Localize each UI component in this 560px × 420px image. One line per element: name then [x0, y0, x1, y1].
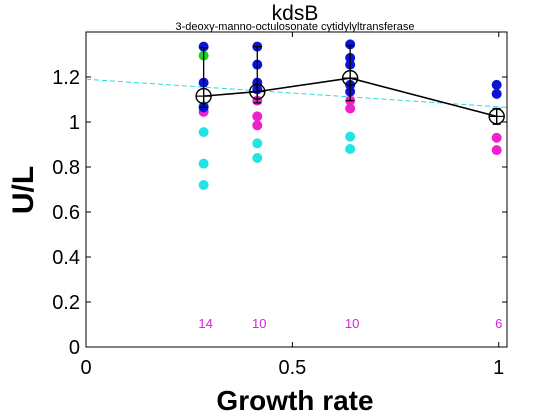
- point-magenta-6: [491, 132, 502, 143]
- count-label-2: 10: [345, 316, 359, 331]
- y-tick-label-1: 0.2: [52, 292, 80, 314]
- count-label-0: 14: [198, 316, 212, 331]
- x-tick-label-0: 0: [80, 357, 91, 379]
- point-blue-13: [491, 88, 502, 99]
- counts-layer: 14 10 10 6: [198, 316, 502, 331]
- point-blue-7: [345, 39, 356, 50]
- point-magenta-2: [252, 111, 263, 122]
- point-cyan-2: [198, 180, 209, 190]
- x-axis-label: Growth rate: [216, 385, 373, 416]
- point-cyan-1: [198, 158, 209, 169]
- chart-title: kdsB: [272, 2, 319, 25]
- y-axis-label: U/L: [7, 166, 40, 214]
- point-magenta-7: [491, 145, 502, 156]
- point-blue-12: [491, 79, 502, 90]
- y-tick-label-4: 0.8: [52, 157, 80, 179]
- count-label-1: 10: [252, 316, 266, 331]
- y-tick-label-2: 0.4: [52, 247, 80, 269]
- point-cyan-4: [252, 153, 263, 163]
- ticks-layer: 0 0.5 100.20.40.60.811.2: [52, 32, 507, 379]
- point-magenta-5: [345, 103, 356, 114]
- point-cyan-5: [345, 131, 356, 142]
- point-magenta-3: [252, 120, 263, 131]
- trend-layer: [85, 78, 508, 108]
- plot-frame: [85, 31, 508, 348]
- mean-line: [203, 77, 497, 118]
- point-cyan-0: [198, 127, 209, 138]
- y-tick-label-3: 0.6: [52, 202, 80, 224]
- x-tick-label-2: 1: [493, 357, 504, 379]
- trend-line: [85, 78, 508, 108]
- chart-subtitle: 3-deoxy-manno-octulosonate cytidylyltran…: [175, 21, 414, 33]
- y-tick-label-6: 1.2: [52, 67, 80, 89]
- mean-layer: [195, 44, 505, 125]
- count-label-3: 6: [495, 316, 502, 331]
- y-tick-label-5: 1: [69, 112, 80, 134]
- point-cyan-6: [345, 144, 356, 154]
- x-tick-label-1: 0.5: [278, 357, 306, 379]
- point-cyan-3: [252, 138, 263, 149]
- point-blue-0: [198, 41, 209, 52]
- y-tick-label-0: 0: [69, 337, 80, 359]
